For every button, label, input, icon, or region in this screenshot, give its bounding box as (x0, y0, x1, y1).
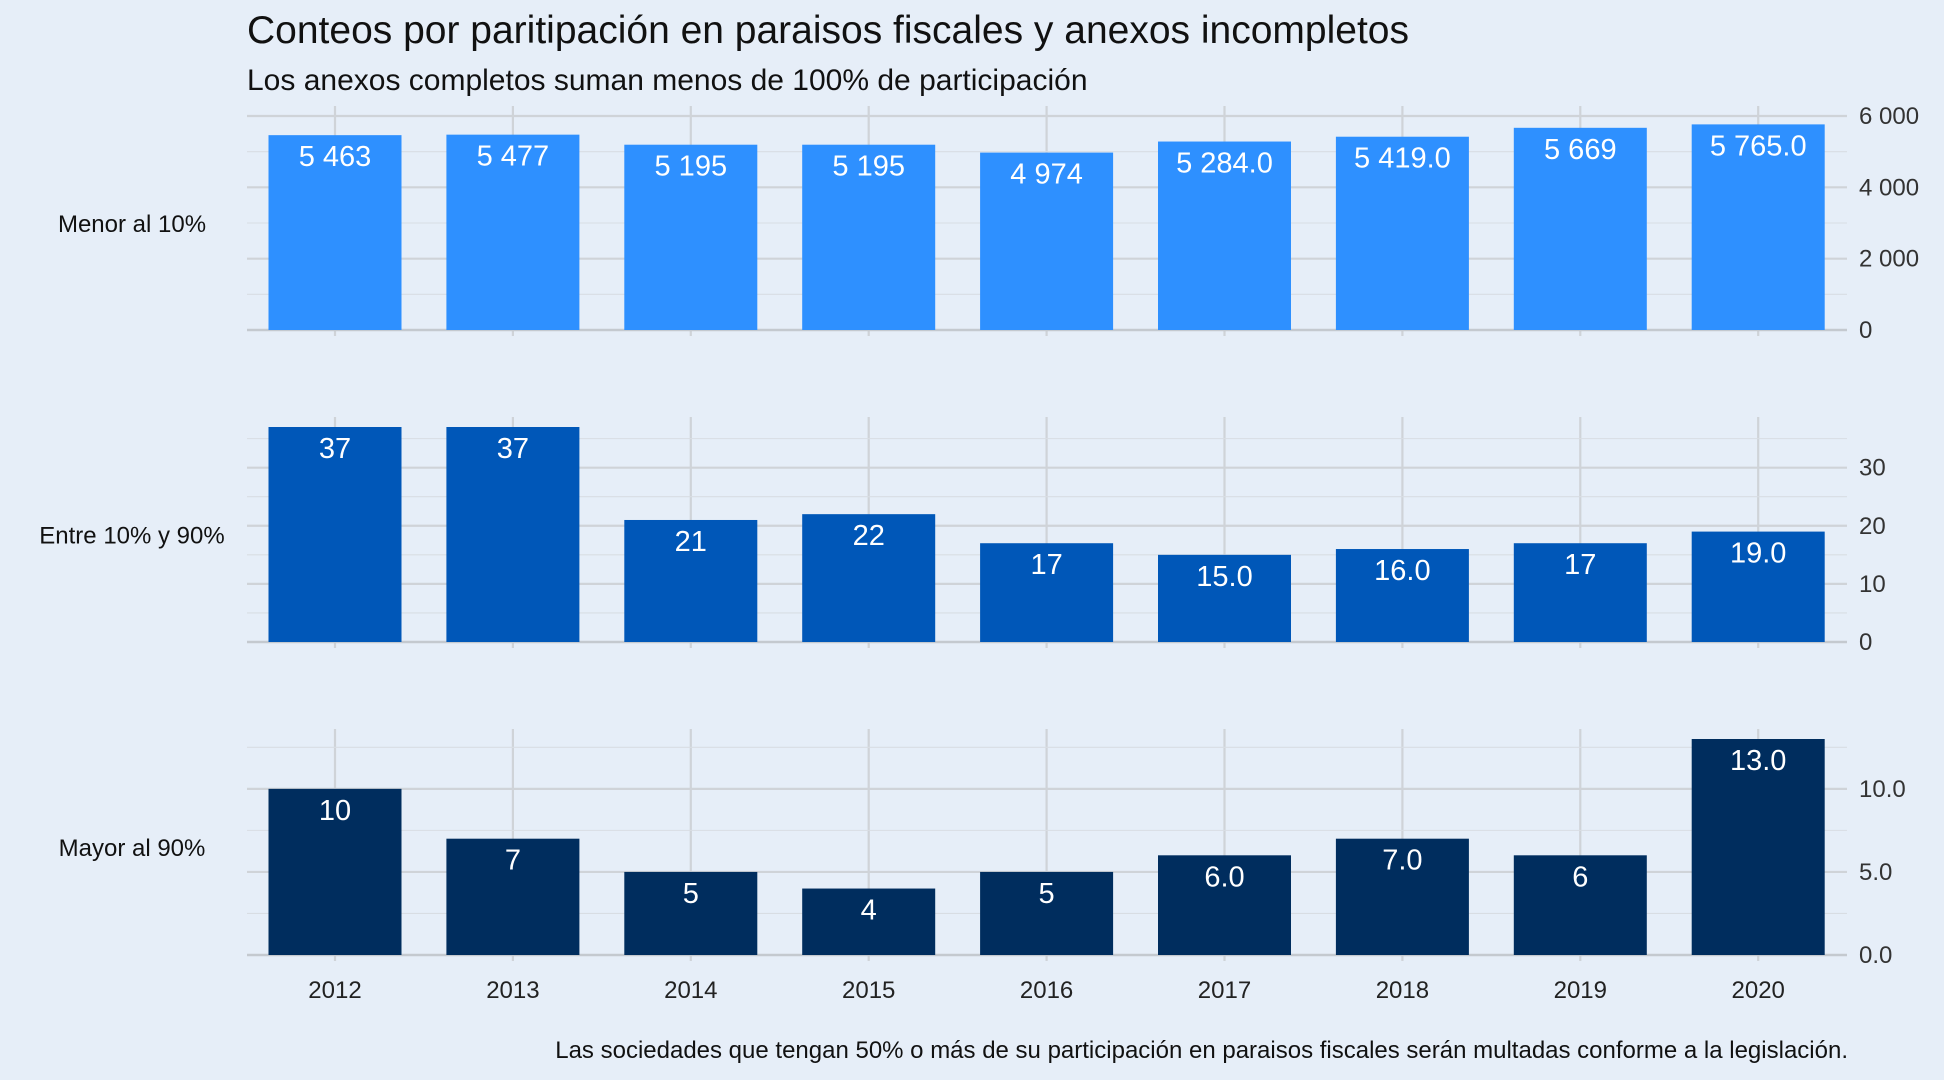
row-label-mayor-al-90: Mayor al 90% (59, 835, 206, 862)
bar-label-mayor-al-90-2015: 4 (861, 895, 877, 927)
row-label-entre-10-y-90: Entre 10% y 90% (39, 523, 224, 550)
ytick-label-menor-al-10-3: 6 000 (1859, 103, 1919, 130)
bar-label-entre-10-y-90-2019: 17 (1564, 549, 1596, 581)
bar-label-entre-10-y-90-2015: 22 (853, 520, 885, 552)
xtick-label-2013: 2013 (486, 977, 539, 1004)
ytick-label-entre-10-y-90-2: 20 (1859, 513, 1886, 540)
bar-label-entre-10-y-90-2016: 17 (1030, 549, 1062, 581)
bar-entre-10-y-90-2014 (624, 519, 758, 642)
chart-caption: Las sociedades que tengan 50% o más de s… (555, 1037, 1848, 1064)
ytick-label-menor-al-10-2: 4 000 (1859, 174, 1919, 201)
bar-label-menor-al-10-2012: 5 463 (299, 141, 372, 173)
bar-label-entre-10-y-90-2018: 16.0 (1374, 555, 1430, 587)
xtick-label-2018: 2018 (1376, 977, 1429, 1004)
panel-menor-al-10: 0 2 000 4 000 6 000 5 463 5 477 5 195 5 195 4 97… (58, 103, 1919, 344)
bar-label-menor-al-10-2013: 5 477 (477, 141, 550, 173)
bar-menor-al-10-2017 (1158, 141, 1291, 330)
ytick-label-entre-10-y-90-3: 30 (1859, 455, 1886, 482)
bar-mayor-al-90-2020 (1691, 739, 1825, 955)
bar-label-mayor-al-90-2019: 6 (1572, 861, 1588, 893)
ytick-label-menor-al-10-0: 0 (1859, 317, 1872, 344)
ytick-label-mayor-al-90-2: 10.0 (1859, 776, 1906, 803)
bar-entre-10-y-90-2015 (802, 514, 936, 642)
xtick-label-2020: 2020 (1732, 977, 1785, 1004)
bar-mayor-al-90-2012 (268, 788, 402, 955)
chart-panels: 0 2 000 4 000 6 000 5 463 5 477 5 195 5 195 4 97… (39, 103, 1919, 969)
bar-entre-10-y-90-2020 (1691, 531, 1825, 642)
ytick-label-mayor-al-90-0: 0.0 (1859, 942, 1892, 969)
bar-mayor-al-90-2013 (446, 838, 580, 955)
bar-label-menor-al-10-2019: 5 669 (1544, 134, 1617, 166)
bar-label-menor-al-10-2015: 5 195 (832, 151, 905, 183)
bar-label-menor-al-10-2014: 5 195 (655, 151, 728, 183)
bar-label-menor-al-10-2016: 4 974 (1010, 159, 1083, 191)
bar-label-entre-10-y-90-2017: 15.0 (1196, 561, 1252, 593)
ytick-label-menor-al-10-1: 2 000 (1859, 246, 1919, 273)
xtick-label-2017: 2017 (1198, 977, 1251, 1004)
panel-entre-10-y-90: 0 10 20 30 37 37 21 22 17 15.0 16.0 17 19.0 Entre 10%… (39, 417, 1886, 656)
bar-label-mayor-al-90-2012: 10 (319, 795, 351, 827)
bar-mayor-al-90-2014 (624, 871, 758, 955)
bar-mayor-al-90-2016 (980, 871, 1114, 955)
bar-menor-al-10-2016 (980, 152, 1114, 330)
ytick-label-mayor-al-90-1: 5.0 (1859, 859, 1892, 886)
bar-entre-10-y-90-2018 (1335, 549, 1469, 642)
bar-label-entre-10-y-90-2012: 37 (319, 433, 351, 465)
bar-label-mayor-al-90-2014: 5 (683, 878, 699, 910)
bar-menor-al-10-2020 (1691, 124, 1825, 330)
bar-label-mayor-al-90-2013: 7 (505, 845, 521, 877)
bar-mayor-al-90-2019 (1513, 855, 1647, 955)
xtick-label-2014: 2014 (664, 977, 717, 1004)
bar-mayor-al-90-2015 (802, 888, 936, 955)
ytick-label-entre-10-y-90-0: 0 (1859, 629, 1872, 656)
x-axis: 2012 2013 2014 2015 2016 2017 2018 2019 2020 (308, 977, 1785, 1004)
bar-label-mayor-al-90-2017: 6.0 (1204, 861, 1244, 893)
panel-mayor-al-90: 0.0 5.0 10.0 10 7 5 4 5 6.0 7.0 6 13.0 Mayor al 90% (59, 729, 1906, 969)
ytick-label-entre-10-y-90-1: 10 (1859, 571, 1886, 598)
bar-entre-10-y-90-2012 (268, 427, 402, 642)
bar-menor-al-10-2019 (1513, 127, 1647, 330)
bar-label-mayor-al-90-2020: 13.0 (1730, 745, 1786, 777)
bar-label-entre-10-y-90-2013: 37 (497, 433, 529, 465)
bar-label-menor-al-10-2020: 5 765.0 (1710, 130, 1807, 162)
bar-menor-al-10-2018 (1335, 136, 1469, 330)
row-label-menor-al-10: Menor al 10% (58, 211, 206, 238)
bar-menor-al-10-2012 (268, 135, 402, 330)
bar-label-entre-10-y-90-2020: 19.0 (1730, 538, 1786, 570)
xtick-label-2016: 2016 (1020, 977, 1073, 1004)
xtick-label-2019: 2019 (1554, 977, 1607, 1004)
bar-label-mayor-al-90-2018: 7.0 (1382, 845, 1422, 877)
xtick-label-2012: 2012 (308, 977, 361, 1004)
bar-label-entre-10-y-90-2014: 21 (675, 526, 707, 558)
bar-mayor-al-90-2018 (1335, 838, 1469, 955)
bar-menor-al-10-2013 (446, 134, 580, 330)
bar-menor-al-10-2015 (802, 144, 936, 330)
bar-label-menor-al-10-2018: 5 419.0 (1354, 143, 1451, 175)
chart-subtitle: Los anexos completos suman menos de 100%… (247, 64, 1088, 97)
bar-entre-10-y-90-2019 (1513, 543, 1647, 642)
bar-mayor-al-90-2017 (1158, 855, 1291, 955)
chart-title: Conteos por paritipación en paraisos fis… (247, 9, 1409, 52)
xtick-label-2015: 2015 (842, 977, 895, 1004)
bar-menor-al-10-2014 (624, 144, 758, 330)
bar-entre-10-y-90-2013 (446, 427, 580, 642)
bar-entre-10-y-90-2016 (980, 543, 1114, 642)
bar-label-menor-al-10-2017: 5 284.0 (1176, 148, 1273, 180)
bar-label-mayor-al-90-2016: 5 (1039, 878, 1055, 910)
bar-entre-10-y-90-2017 (1158, 554, 1291, 642)
